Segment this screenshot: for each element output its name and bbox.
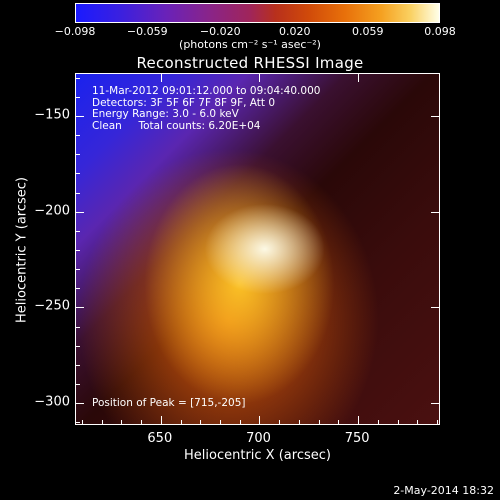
- x-tick-mark: [259, 416, 261, 424]
- x-minor-tick: [318, 420, 320, 424]
- y-minor-tick: [76, 173, 80, 175]
- x-tick-mark: [160, 74, 162, 82]
- colorbar-tick-label: 0.020: [278, 25, 311, 38]
- y-minor-tick: [76, 192, 80, 194]
- y-tick-mark: [76, 403, 84, 405]
- x-minor-tick: [338, 420, 340, 424]
- y-minor-tick: [76, 269, 80, 271]
- y-tick-label: −300: [34, 394, 70, 410]
- x-minor-tick: [220, 420, 222, 424]
- x-axis-title: Heliocentric X (arcsec): [184, 448, 331, 463]
- y-tick-mark: [431, 116, 439, 118]
- y-minor-tick: [76, 383, 80, 385]
- y-minor-tick: [76, 345, 80, 347]
- x-minor-tick: [417, 420, 419, 424]
- peak-position-label: Position of Peak = [715,-205]: [92, 397, 246, 409]
- x-minor-tick: [279, 420, 281, 424]
- x-tick-mark: [358, 74, 360, 82]
- x-minor-tick: [298, 420, 300, 424]
- y-tick-mark: [76, 116, 84, 118]
- x-minor-tick: [397, 420, 399, 424]
- y-minor-tick: [76, 77, 80, 79]
- y-tick-mark: [431, 211, 439, 213]
- info-clean: Clean Total counts: 6.20E+04: [92, 119, 261, 132]
- colorbar-tick-label: −0.098: [54, 25, 96, 38]
- y-minor-tick: [76, 364, 80, 366]
- x-tick-label: 650: [147, 431, 173, 446]
- x-minor-tick: [141, 420, 143, 424]
- x-tick-label: 700: [246, 431, 271, 446]
- info-detectors: Detectors: 3F 5F 6F 7F 8F 9F, Att 0: [92, 96, 276, 109]
- x-minor-tick: [377, 420, 379, 424]
- x-minor-tick: [200, 420, 202, 424]
- y-tick-mark: [431, 403, 439, 405]
- colorbar-unit: (photons cm⁻² s⁻¹ asec⁻²): [179, 38, 321, 51]
- y-tick-mark: [431, 307, 439, 309]
- y-minor-tick: [76, 135, 80, 137]
- colorbar-tick-label: 0.098: [424, 25, 456, 38]
- x-tick-mark: [160, 416, 162, 424]
- x-minor-tick: [180, 420, 182, 424]
- y-minor-tick: [76, 154, 80, 156]
- y-minor-tick: [76, 326, 80, 328]
- y-tick-label: −250: [34, 298, 70, 314]
- x-minor-tick: [81, 420, 83, 424]
- x-minor-tick: [121, 420, 123, 424]
- date-stamp: 2-May-2014 18:32: [393, 484, 494, 497]
- colorbar: [75, 3, 440, 23]
- x-tick-mark: [259, 74, 261, 82]
- info-energy: Energy Range: 3.0 - 6.0 keV: [92, 108, 239, 120]
- y-tick-mark: [76, 211, 84, 213]
- observation-info: 11-Mar-2012 09:01:12.000 to 09:04:40.000…: [92, 85, 321, 132]
- y-minor-tick: [76, 230, 80, 232]
- colorbar-tick-label: −0.059: [126, 25, 168, 38]
- y-minor-tick: [76, 422, 80, 424]
- x-tick-mark: [358, 416, 360, 424]
- y-minor-tick: [76, 250, 80, 251]
- x-minor-tick: [437, 420, 439, 424]
- x-tick-label: 750: [344, 431, 370, 446]
- info-time: 11-Mar-2012 09:01:12.000 to 09:04:40.000: [92, 85, 321, 97]
- y-tick-mark: [76, 307, 84, 309]
- x-minor-tick: [239, 420, 241, 424]
- y-tick-label: −150: [34, 107, 70, 123]
- image-plot-area: [75, 73, 440, 425]
- chart-title: Reconstructed RHESSI Image: [136, 54, 364, 72]
- colorbar-tick-label: 0.059: [351, 25, 384, 38]
- y-tick-label: −200: [34, 203, 70, 219]
- y-axis-title: Heliocentric Y (arcsec): [14, 177, 30, 323]
- y-minor-tick: [76, 96, 80, 98]
- y-minor-tick: [76, 288, 80, 290]
- x-minor-tick: [101, 420, 103, 424]
- colorbar-tick-label: −0.020: [199, 25, 241, 38]
